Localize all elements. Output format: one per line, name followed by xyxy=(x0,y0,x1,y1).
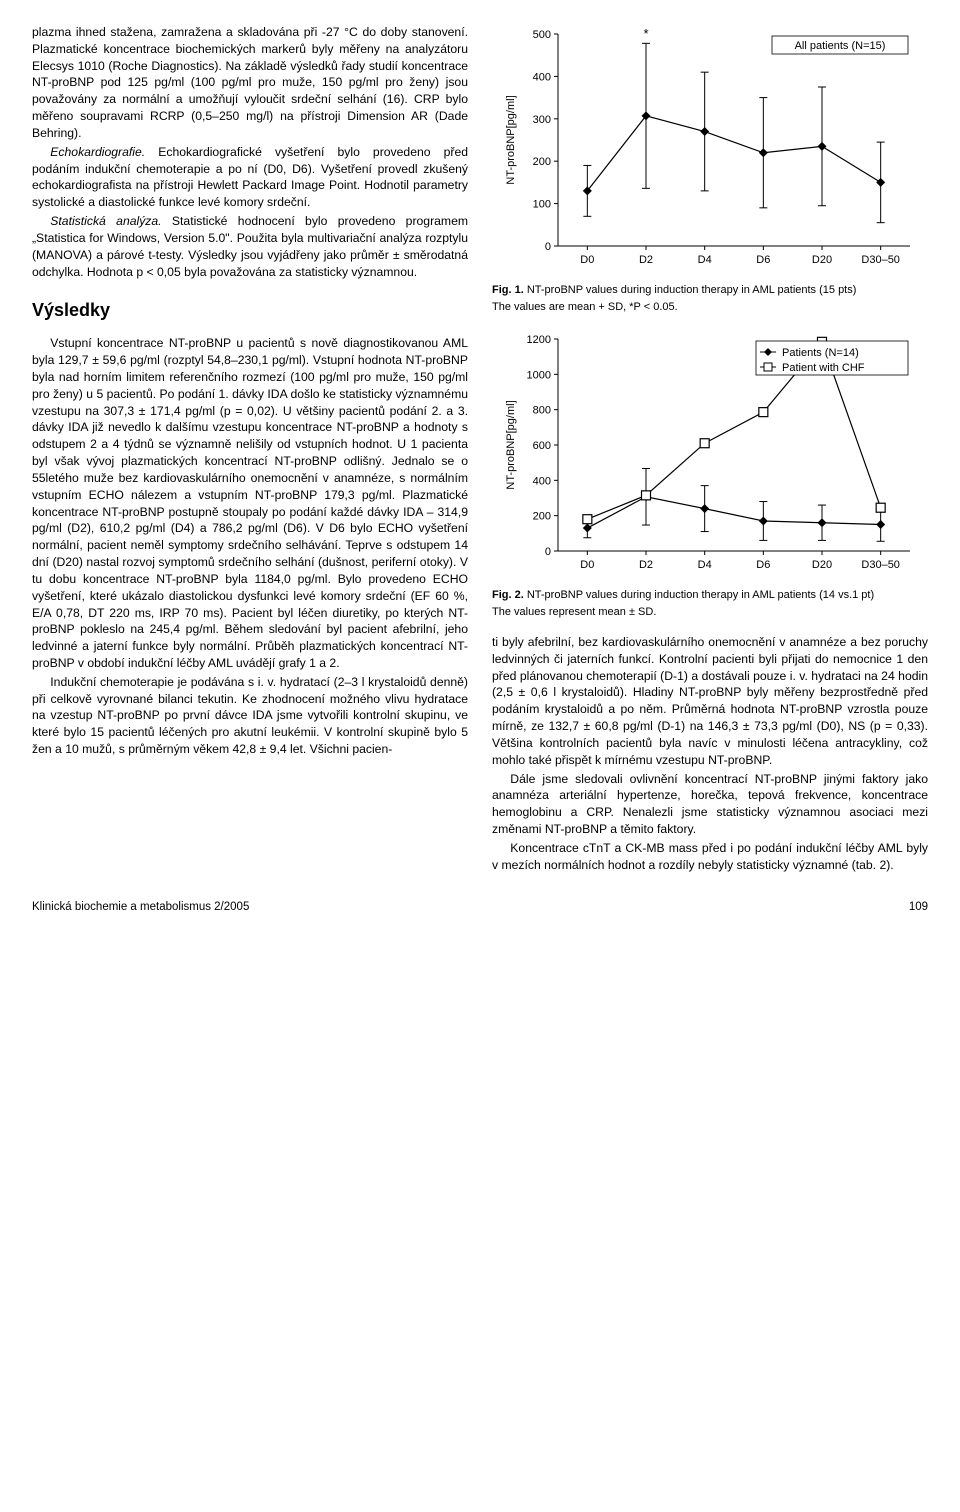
svg-text:0: 0 xyxy=(545,241,551,253)
figure-1-caption: Fig. 1. NT-proBNP values during inductio… xyxy=(492,282,928,315)
svg-text:100: 100 xyxy=(533,199,551,211)
svg-text:D30–50: D30–50 xyxy=(861,559,900,571)
left-column: plazma ihned stažena, zamražena a sklado… xyxy=(32,24,468,876)
svg-text:D2: D2 xyxy=(639,559,653,571)
svg-text:*: * xyxy=(643,26,648,41)
para-echo: Echokardiografie. Echokardiografické vyš… xyxy=(32,144,468,211)
svg-text:All patients (N=15): All patients (N=15) xyxy=(795,40,886,52)
figure-1-chart: 0 100 200 300 400 500 D0 D2 D4 D6 D20 D30–50 NT-proB… xyxy=(500,24,920,274)
svg-text:0: 0 xyxy=(545,546,551,558)
footer-pagenum: 109 xyxy=(909,900,928,916)
page-footer: Klinická biochemie a metabolismus 2/2005… xyxy=(32,900,928,916)
fig1-text2: The values are mean + SD, *P < 0.05. xyxy=(492,301,678,313)
page-columns: plazma ihned stažena, zamražena a sklado… xyxy=(32,24,928,876)
svg-text:D0: D0 xyxy=(580,254,594,266)
svg-text:500: 500 xyxy=(533,29,551,41)
fig2-bold: Fig. 2. xyxy=(492,589,524,601)
svg-text:D20: D20 xyxy=(812,254,832,266)
svg-text:D6: D6 xyxy=(756,254,770,266)
svg-text:D2: D2 xyxy=(639,254,653,266)
svg-text:D4: D4 xyxy=(698,559,712,571)
footer-journal: Klinická biochemie a metabolismus 2/2005 xyxy=(32,900,249,916)
fig1-bold: Fig. 1. xyxy=(492,284,524,296)
para-results-1: Vstupní koncentrace NT-proBNP u pacientů… xyxy=(32,335,468,672)
fig1-text: NT-proBNP values during induction therap… xyxy=(524,284,857,296)
figure-2-caption: Fig. 2. NT-proBNP values during inductio… xyxy=(492,587,928,620)
svg-text:NT-proBNP[pg/ml]: NT-proBNP[pg/ml] xyxy=(505,95,517,184)
para-methods-1: plazma ihned stažena, zamražena a sklado… xyxy=(32,24,468,142)
right-column: 0100200300400500D0D2D4D6D20D30–50NT-proB… xyxy=(492,24,928,876)
svg-text:1000: 1000 xyxy=(527,369,551,381)
svg-text:D0: D0 xyxy=(580,559,594,571)
right-para-1: ti byly afebrilní, bez kardiovaskulárníh… xyxy=(492,634,928,769)
svg-text:Patients (N=14): Patients (N=14) xyxy=(782,347,859,359)
fig2-text: NT-proBNP values during induction therap… xyxy=(524,589,874,601)
right-para-3: Koncentrace cTnT a CK-MB mass před i po … xyxy=(492,840,928,874)
figure-2-chart: 0 200 400 600 800 1000 1200 D0 D2 D4 D6 D20 D30–50 NT… xyxy=(500,329,920,579)
svg-text:400: 400 xyxy=(533,71,551,83)
svg-text:200: 200 xyxy=(533,156,551,168)
stats-em: Statistická analýza. xyxy=(50,214,161,228)
svg-text:200: 200 xyxy=(533,511,551,523)
svg-text:D4: D4 xyxy=(698,254,712,266)
fig2-text2: The values represent mean ± SD. xyxy=(492,606,656,618)
results-heading: Výsledky xyxy=(32,298,468,323)
svg-text:800: 800 xyxy=(533,405,551,417)
svg-text:NT-proBNP[pg/ml]: NT-proBNP[pg/ml] xyxy=(505,400,517,489)
svg-text:D20: D20 xyxy=(812,559,832,571)
para-results-2: Indukční chemoterapie je podávána s i. v… xyxy=(32,674,468,758)
svg-text:1200: 1200 xyxy=(527,334,551,346)
echo-em: Echokardiografie. xyxy=(50,145,145,159)
svg-text:Patient with CHF: Patient with CHF xyxy=(782,362,865,374)
svg-text:400: 400 xyxy=(533,475,551,487)
right-para-2: Dále jsme sledovali ovlivnění koncentrac… xyxy=(492,771,928,838)
svg-text:300: 300 xyxy=(533,114,551,126)
svg-text:D6: D6 xyxy=(756,559,770,571)
para-stats: Statistická analýza. Statistické hodnoce… xyxy=(32,213,468,280)
svg-text:600: 600 xyxy=(533,440,551,452)
svg-text:D30–50: D30–50 xyxy=(861,254,900,266)
